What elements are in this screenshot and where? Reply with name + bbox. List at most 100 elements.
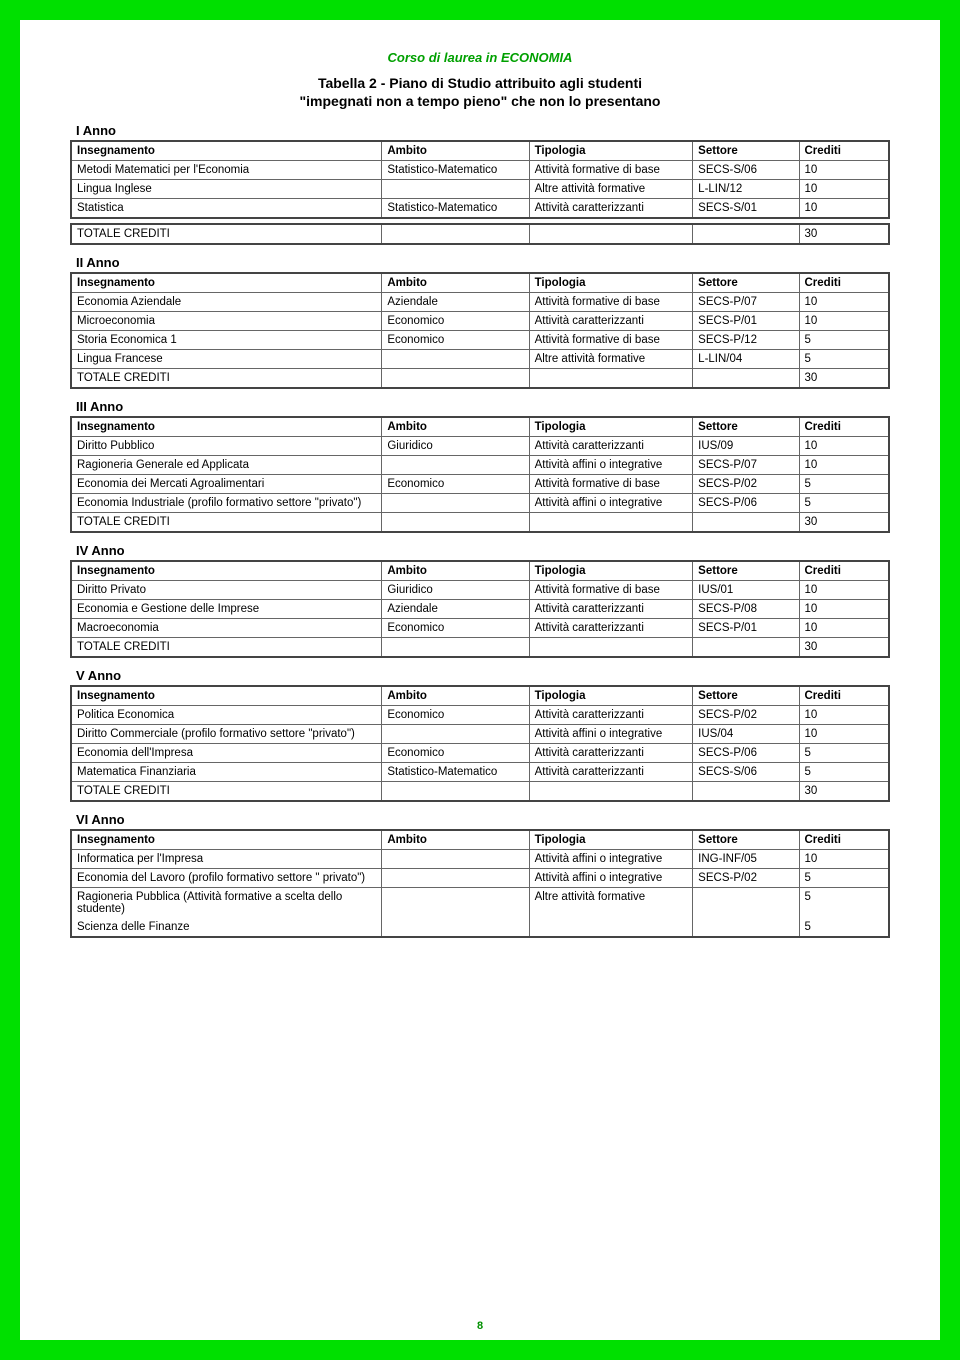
year-5-table: InsegnamentoAmbitoTipologiaSettoreCredit… <box>70 685 890 802</box>
cell: 5 <box>799 475 889 494</box>
cell: 5 <box>799 744 889 763</box>
cell <box>693 513 799 533</box>
cell: SECS-P/07 <box>693 456 799 475</box>
cell: Attività caratterizzanti <box>529 619 693 638</box>
cell <box>529 513 693 533</box>
cell: Attività caratterizzanti <box>529 199 693 219</box>
cell: 5 <box>799 869 889 888</box>
cell <box>529 918 693 937</box>
total-value: 30 <box>799 638 889 658</box>
cell: SECS-S/06 <box>693 161 799 180</box>
cell: Altre attività formative <box>529 888 693 919</box>
cell: Attività caratterizzanti <box>529 437 693 456</box>
cell: Statistica <box>71 199 382 219</box>
cell <box>693 638 799 658</box>
cell: SECS-P/01 <box>693 312 799 331</box>
cell: Metodi Matematici per l'Economia <box>71 161 382 180</box>
cell: Attività affini o integrative <box>529 850 693 869</box>
cell: Microeconomia <box>71 312 382 331</box>
cell: Informatica per l'Impresa <box>71 850 382 869</box>
cell: Attività caratterizzanti <box>529 763 693 782</box>
year-2-table: InsegnamentoAmbitoTipologiaSettoreCredit… <box>70 272 890 389</box>
total-label: TOTALE CREDITI <box>71 513 382 533</box>
cell: Attività formative di base <box>529 475 693 494</box>
cell: SECS-P/12 <box>693 331 799 350</box>
cell: 10 <box>799 199 889 219</box>
year-3-table: InsegnamentoAmbitoTipologiaSettoreCredit… <box>70 416 890 533</box>
cell <box>382 224 529 244</box>
year-4-table: InsegnamentoAmbitoTipologiaSettoreCredit… <box>70 560 890 658</box>
col-insegnamento: Insegnamento <box>71 830 382 850</box>
col-crediti: Crediti <box>799 417 889 437</box>
cell: Aziendale <box>382 600 529 619</box>
cell: 5 <box>799 888 889 919</box>
col-tipologia: Tipologia <box>529 561 693 581</box>
col-crediti: Crediti <box>799 830 889 850</box>
table-row: Lingua IngleseAltre attività formativeL-… <box>71 180 889 199</box>
col-tipologia: Tipologia <box>529 141 693 161</box>
cell: Economia del Lavoro (profilo formativo s… <box>71 869 382 888</box>
cell: SECS-P/08 <box>693 600 799 619</box>
total-row: TOTALE CREDITI30 <box>71 782 889 802</box>
total-label: TOTALE CREDITI <box>71 638 382 658</box>
col-tipologia: Tipologia <box>529 686 693 706</box>
col-ambito: Ambito <box>382 561 529 581</box>
cell <box>382 513 529 533</box>
cell <box>529 782 693 802</box>
cell: L-LIN/12 <box>693 180 799 199</box>
total-label: TOTALE CREDITI <box>71 782 382 802</box>
cell: Matematica Finanziaria <box>71 763 382 782</box>
table-row: MicroeconomiaEconomicoAttività caratteri… <box>71 312 889 331</box>
cell: Economico <box>382 706 529 725</box>
col-tipologia: Tipologia <box>529 830 693 850</box>
cell <box>382 456 529 475</box>
cell: Attività caratterizzanti <box>529 312 693 331</box>
cell: Altre attività formative <box>529 350 693 369</box>
cell: Diritto Commerciale (profilo formativo s… <box>71 725 382 744</box>
col-crediti: Crediti <box>799 561 889 581</box>
cell <box>693 918 799 937</box>
cell: Attività affini o integrative <box>529 456 693 475</box>
col-ambito: Ambito <box>382 686 529 706</box>
table-row: Diritto PrivatoGiuridicoAttività formati… <box>71 581 889 600</box>
col-insegnamento: Insegnamento <box>71 561 382 581</box>
cell: Aziendale <box>382 293 529 312</box>
col-tipologia: Tipologia <box>529 417 693 437</box>
year-1-table: Insegnamento Ambito Tipologia Settore Cr… <box>70 140 890 219</box>
col-ambito: Ambito <box>382 273 529 293</box>
table-row: Economia Industriale (profilo formativo … <box>71 494 889 513</box>
col-crediti: Crediti <box>799 686 889 706</box>
page-number: 8 <box>20 1320 940 1332</box>
cell: Statistico-Matematico <box>382 199 529 219</box>
col-settore: Settore <box>693 141 799 161</box>
cell: SECS-P/02 <box>693 869 799 888</box>
cell: 10 <box>799 619 889 638</box>
table-row: Diritto Commerciale (profilo formativo s… <box>71 725 889 744</box>
cell: 10 <box>799 180 889 199</box>
cell <box>529 369 693 389</box>
cell: Storia Economica 1 <box>71 331 382 350</box>
table-row: Economia e Gestione delle ImpreseAzienda… <box>71 600 889 619</box>
cell <box>693 224 799 244</box>
cell <box>382 850 529 869</box>
table-row: MacroeconomiaEconomicoAttività caratteri… <box>71 619 889 638</box>
total-value: 30 <box>799 513 889 533</box>
table-row: Storia Economica 1EconomicoAttività form… <box>71 331 889 350</box>
cell: 10 <box>799 581 889 600</box>
cell: IUS/01 <box>693 581 799 600</box>
year-1-total: TOTALE CREDITI30 <box>70 223 890 245</box>
cell: 10 <box>799 600 889 619</box>
cell: Economia Industriale (profilo formativo … <box>71 494 382 513</box>
cell: IUS/04 <box>693 725 799 744</box>
table-row: StatisticaStatistico-MatematicoAttività … <box>71 199 889 219</box>
cell: Politica Economica <box>71 706 382 725</box>
cell: 5 <box>799 331 889 350</box>
cell: 10 <box>799 706 889 725</box>
cell <box>382 180 529 199</box>
col-insegnamento: Insegnamento <box>71 417 382 437</box>
cell: 10 <box>799 456 889 475</box>
cell <box>693 369 799 389</box>
cell: Attività formative di base <box>529 161 693 180</box>
cell: Scienza delle Finanze <box>71 918 382 937</box>
cell: Diritto Privato <box>71 581 382 600</box>
